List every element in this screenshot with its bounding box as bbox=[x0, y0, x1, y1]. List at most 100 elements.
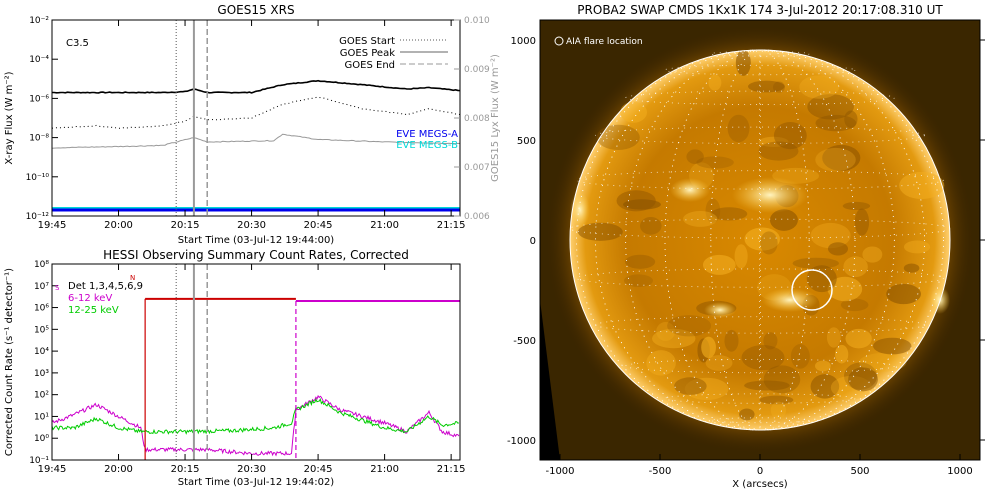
dark-region bbox=[744, 380, 790, 391]
hessi-xtick-label: 21:00 bbox=[370, 464, 399, 475]
aia-legend-label: AIA flare location bbox=[566, 37, 643, 47]
bright-region bbox=[646, 350, 676, 376]
solar-features bbox=[570, 49, 950, 421]
swap-image: AIA flare location bbox=[540, 20, 980, 460]
bright-region bbox=[620, 101, 648, 123]
dark-region bbox=[711, 207, 748, 221]
goes-xtick-label: 21:15 bbox=[437, 220, 466, 231]
dark-region bbox=[844, 110, 858, 128]
grid-latitude bbox=[710, 417, 810, 424]
dark-region bbox=[674, 377, 707, 395]
swap-ytick-label: 1000 bbox=[511, 36, 536, 47]
legend-goes-start: GOES Start bbox=[339, 36, 395, 47]
dark-region bbox=[806, 265, 837, 293]
swap-axis-ticks: -1000 -500 0 500 1000 -1000 -500 0 500 1000 bbox=[507, 36, 985, 477]
grid-latitude bbox=[625, 358, 895, 374]
swap-ytick-label: -1000 bbox=[507, 436, 536, 447]
bright-region bbox=[826, 327, 841, 348]
legend-goes-peak: GOES Peak bbox=[340, 48, 395, 59]
bright-region bbox=[845, 328, 872, 349]
goes-ytick-label: 10⁻² bbox=[29, 16, 49, 26]
hessi-xtick-label: 19:45 bbox=[38, 464, 67, 475]
goes-xlabel: Start Time (03-Jul-12 19:44:00) bbox=[178, 235, 335, 246]
goes-y2tick-label: 0.008 bbox=[464, 114, 490, 124]
bright-region bbox=[656, 321, 676, 341]
goes-xtick-label: 20:30 bbox=[237, 220, 266, 231]
bright-region bbox=[683, 211, 718, 227]
swap-xtick-label: -500 bbox=[649, 466, 672, 477]
hessi-series-1-line bbox=[52, 397, 460, 435]
goes-xtick-label: 20:00 bbox=[104, 220, 133, 231]
goes-ytick-label: 10⁻⁴ bbox=[29, 55, 49, 65]
bright-region bbox=[770, 401, 787, 419]
bright-region bbox=[758, 136, 789, 148]
bright-region bbox=[858, 353, 907, 372]
dark-region bbox=[741, 345, 785, 371]
goes-plot-area bbox=[52, 20, 460, 216]
flare-location-circle bbox=[791, 269, 833, 311]
goes-title: GOES15 XRS bbox=[217, 3, 294, 17]
goes-ytick-label: 10⁻⁶ bbox=[29, 94, 49, 104]
hessi-xtick-label: 20:00 bbox=[104, 464, 133, 475]
goes-series-2-line bbox=[52, 133, 460, 149]
aia-legend-circle bbox=[554, 36, 564, 46]
hessi-ytick-label: 10⁻¹ bbox=[29, 456, 49, 466]
dark-region bbox=[772, 81, 785, 93]
dark-region bbox=[735, 49, 751, 76]
goes-y2label: GOES15 Lyx Flux (W m⁻²) bbox=[490, 54, 501, 182]
bright-region bbox=[684, 377, 729, 401]
goes-legend: GOES Start GOES Peak GOES End EVE MEGS-A… bbox=[339, 36, 458, 151]
hessi-ylabel: Corrected Count Rate (s⁻¹ detector⁻¹) bbox=[4, 268, 15, 456]
active-region bbox=[704, 302, 736, 318]
hessi-flag-saa: S bbox=[55, 284, 60, 292]
bright-region bbox=[815, 147, 856, 172]
hessi-xtick-label: 20:15 bbox=[171, 464, 200, 475]
goes-series-0-line bbox=[52, 79, 460, 94]
hessi-axes-frame bbox=[51, 263, 461, 461]
dark-region bbox=[792, 257, 840, 269]
dark-region bbox=[623, 274, 653, 287]
goes-y2tick-label: 0.006 bbox=[464, 212, 490, 222]
dark-region bbox=[623, 199, 661, 210]
active-region bbox=[732, 177, 808, 213]
dark-region bbox=[807, 94, 854, 120]
grid-longitude bbox=[625, 49, 895, 431]
dark-region bbox=[848, 367, 878, 392]
dark-region bbox=[886, 283, 921, 305]
dark-region bbox=[727, 114, 750, 143]
dark-region bbox=[596, 124, 640, 150]
goes-axes-frame bbox=[51, 19, 461, 217]
active-region bbox=[670, 178, 710, 202]
hessi-ytick-label: 10⁶ bbox=[34, 304, 49, 314]
bright-region bbox=[701, 336, 716, 359]
dark-region bbox=[760, 231, 778, 255]
legend-hessi-detectors: Det 1,3,4,5,6,9 bbox=[68, 281, 143, 292]
hessi-xtick-label: 20:30 bbox=[237, 464, 266, 475]
active-region bbox=[762, 288, 818, 312]
hessi-plot-area bbox=[52, 264, 460, 460]
bright-region bbox=[652, 328, 696, 349]
solar-limb bbox=[569, 49, 951, 431]
bright-region bbox=[814, 360, 831, 372]
dark-region bbox=[790, 344, 810, 369]
goes-right-axis: 0.006 0.007 0.008 0.009 0.010 bbox=[454, 16, 490, 222]
bright-region bbox=[903, 240, 931, 254]
hessi-ytick-label: 10² bbox=[34, 391, 49, 401]
hessi-ytick-label: 10⁰ bbox=[34, 434, 49, 444]
dark-region bbox=[822, 144, 861, 172]
goes-ylabel: X-ray Flux (W m⁻²) bbox=[4, 71, 15, 164]
hessi-ytick-label: 10⁸ bbox=[34, 260, 49, 270]
dark-region bbox=[577, 222, 623, 241]
hessi-title: HESSI Observing Summary Count Rates, Cor… bbox=[103, 248, 409, 262]
bright-region bbox=[799, 75, 840, 99]
swap-xtick-label: -1000 bbox=[545, 466, 574, 477]
bright-region bbox=[810, 222, 851, 249]
hessi-flag-night: N bbox=[130, 274, 135, 282]
hessi-ytick-label: 10⁷ bbox=[34, 282, 49, 292]
bright-region bbox=[705, 355, 733, 371]
dark-region bbox=[828, 242, 849, 256]
dark-region bbox=[840, 298, 869, 312]
goes-xtick-label: 19:45 bbox=[38, 220, 67, 231]
heliographic-grid bbox=[569, 49, 951, 431]
bright-region bbox=[899, 171, 945, 200]
